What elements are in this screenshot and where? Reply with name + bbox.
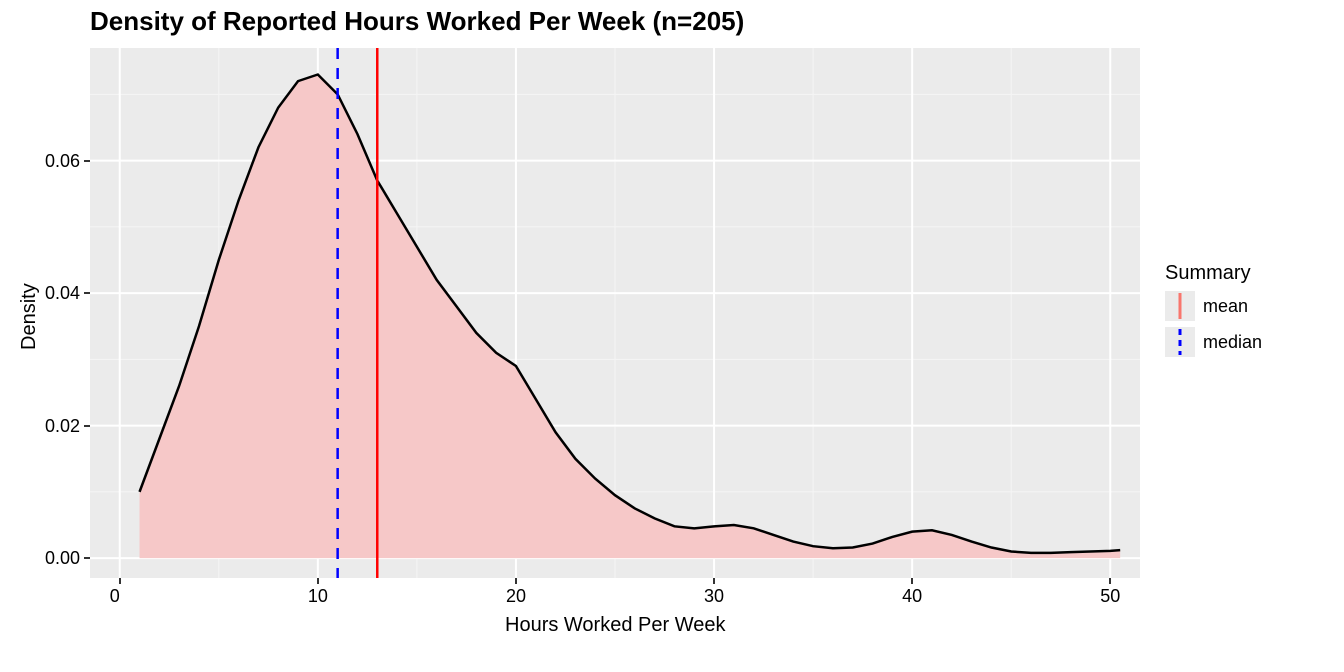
legend-item-median: median: [1165, 327, 1262, 357]
legend-label: median: [1203, 332, 1262, 353]
x-tick-label: 0: [110, 586, 150, 607]
x-tick-label: 50: [1100, 586, 1140, 607]
plot-panel: [90, 48, 1140, 578]
x-tick-label: 10: [308, 586, 348, 607]
x-axis-label: Hours Worked Per Week: [505, 614, 725, 637]
x-tick-label: 30: [704, 586, 744, 607]
y-tick-label: 0.04: [45, 283, 80, 304]
chart-title: Density of Reported Hours Worked Per Wee…: [90, 6, 744, 37]
y-tick-label: 0.00: [45, 548, 80, 569]
legend-key-mean: [1165, 291, 1195, 321]
legend: Summary mean median: [1165, 262, 1262, 357]
x-tick-label: 20: [506, 586, 546, 607]
density-chart: Density of Reported Hours Worked Per Wee…: [0, 0, 1344, 672]
legend-item-mean: mean: [1165, 291, 1262, 321]
legend-title: Summary: [1165, 262, 1262, 285]
y-tick-label: 0.02: [45, 416, 80, 437]
legend-key-median: [1165, 327, 1195, 357]
y-axis-label: Density: [18, 283, 41, 350]
x-tick-label: 40: [902, 586, 942, 607]
y-tick-label: 0.06: [45, 151, 80, 172]
legend-label: mean: [1203, 296, 1248, 317]
